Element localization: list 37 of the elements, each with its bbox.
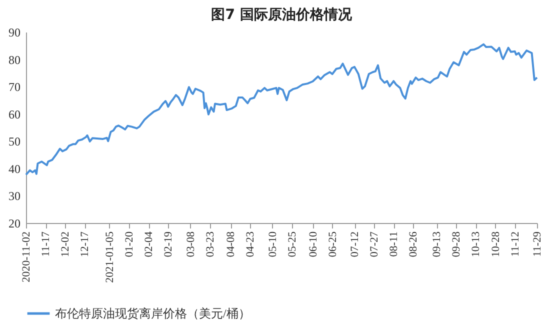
x-tick-label: 11-12 [509,232,522,257]
y-tick-label: 80 [8,52,20,67]
y-tick-label: 60 [8,107,20,122]
x-tick-label: 02-04 [143,231,156,258]
x-tick-label: 06-25 [326,231,339,258]
x-tick-label: 08-26 [408,231,420,258]
y-tick-label: 40 [8,162,20,176]
y-tick-label: 50 [8,134,20,149]
x-tick-label: 05-25 [286,231,298,258]
chart-title: 图7 国际原油价格情况 [211,7,353,23]
x-tick-label: 01-20 [123,231,136,258]
x-tick-label: 2021-01-05 [104,231,116,283]
x-tick-label: 11-29 [532,231,544,257]
x-tick-label: 12-02 [60,232,72,258]
x-tick-label: 04-23 [244,231,257,258]
x-tick-label: 10-28 [490,231,502,258]
x-tick-label: 04-08 [225,231,238,258]
y-tick-label: 70 [8,80,20,94]
x-tick-label: 02-19 [162,231,175,258]
x-tick-label: 10-13 [470,231,482,258]
legend-label: 布伦特原油现货离岸价格（美元/桶） [55,306,250,320]
x-tick-label: 09-28 [450,231,463,258]
x-tick-label: 03-08 [184,231,197,258]
x-tick-label: 11-17 [40,231,52,257]
x-tick-label: 12-17 [79,231,92,258]
x-tick-label: 07-27 [368,231,381,258]
x-tick-label: 09-13 [431,231,444,258]
x-tick-label: 07-12 [349,232,361,258]
line-series [25,43,538,176]
y-tick-label: 20 [8,216,20,230]
x-tick-label: 08-11 [388,232,400,257]
x-tick-label: 2020-11-02 [20,232,32,282]
y-tick-label: 90 [8,26,20,40]
x-tick-label: 05-10 [266,231,279,258]
y-tick-label: 30 [8,189,20,204]
x-tick-label: 06-10 [307,231,320,258]
x-tick-label: 03-23 [204,231,216,258]
